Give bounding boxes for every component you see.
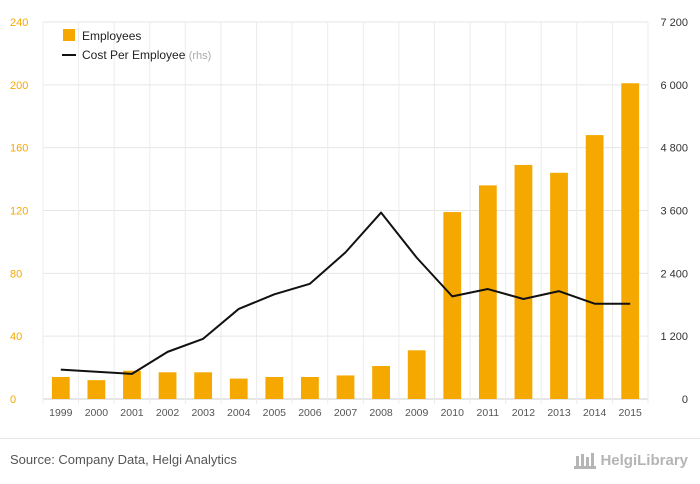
bar-employees xyxy=(336,375,355,399)
x-tick-label: 2007 xyxy=(334,407,358,419)
bar-employees xyxy=(123,370,141,399)
bar-employees xyxy=(550,172,568,399)
x-tick-label: 2005 xyxy=(263,407,287,419)
y-right-tick-label: 4 800 xyxy=(660,143,688,155)
bar-employees xyxy=(585,135,604,399)
x-tick-label: 2014 xyxy=(583,407,607,419)
y-right-tick-label: 7 200 xyxy=(660,17,688,29)
y-left-tick-label: 40 xyxy=(10,331,22,343)
line-cost-per-employee xyxy=(60,211,631,375)
legend-label-employees: Employees xyxy=(82,29,141,43)
source-text: Source: Company Data, Helgi Analytics xyxy=(10,452,237,467)
y-left-tick-label: 160 xyxy=(10,143,28,155)
y-right-tick-label: 1 200 xyxy=(660,331,688,343)
x-tick-label: 2011 xyxy=(477,407,500,419)
bar-employees xyxy=(301,377,319,399)
bar-employees xyxy=(478,185,497,399)
y-left-tick-label: 0 xyxy=(10,394,16,406)
x-tick-label: 2002 xyxy=(156,407,180,419)
y-right-tick-label: 3 600 xyxy=(660,206,688,218)
x-tick-label: 2013 xyxy=(547,407,571,419)
bar-employees xyxy=(443,212,462,399)
legend-label-cost: Cost Per Employee (rhs) xyxy=(82,48,211,62)
bar-employees xyxy=(87,380,106,399)
bar-employees xyxy=(621,83,640,399)
legend-label-rhs-suffix: (rhs) xyxy=(189,50,212,62)
y-left-tick-label: 200 xyxy=(10,80,28,92)
x-tick-label: 2012 xyxy=(512,407,536,419)
x-tick-label: 2008 xyxy=(369,407,393,419)
bar-employees xyxy=(194,372,213,399)
bar-employees xyxy=(407,350,426,399)
chart: 0 40 80 120 160 200 240 0 1 200 2 400 3 600 4 800 6 … xyxy=(10,17,688,419)
y-left-tick-label: 120 xyxy=(10,206,28,218)
legend-swatch-employees xyxy=(63,29,75,41)
bar-employees xyxy=(514,164,533,399)
bar-employees xyxy=(229,378,248,399)
footer: Source: Company Data, Helgi Analytics He… xyxy=(0,438,700,484)
y-right-tick-label: 2 400 xyxy=(660,268,688,280)
x-tick-label: 2003 xyxy=(191,407,215,419)
logo-text: HelgiLibrary xyxy=(600,451,688,469)
x-tick-label: 2010 xyxy=(441,407,465,419)
x-tick-label: 2015 xyxy=(619,407,643,419)
bar-employees xyxy=(372,366,390,399)
x-tick-label: 1999 xyxy=(49,407,73,419)
y-right-tick-label: 6 000 xyxy=(660,80,688,92)
y-right-tick-label: 0 xyxy=(682,394,688,406)
bar-employees xyxy=(265,377,284,399)
library-icon xyxy=(574,453,597,469)
y-left-tick-label: 80 xyxy=(10,268,22,280)
y-left-tick-label: 240 xyxy=(10,17,28,29)
helgi-library-logo[interactable]: HelgiLibrary xyxy=(574,449,688,471)
x-tick-label: 2004 xyxy=(227,407,251,419)
bar-employees xyxy=(51,377,70,399)
x-tick-label: 2000 xyxy=(85,407,109,419)
x-tick-label: 2001 xyxy=(120,407,144,419)
x-tick-label: 2006 xyxy=(298,407,322,419)
x-tick-label: 2009 xyxy=(405,407,429,419)
bar-employees xyxy=(158,372,177,399)
